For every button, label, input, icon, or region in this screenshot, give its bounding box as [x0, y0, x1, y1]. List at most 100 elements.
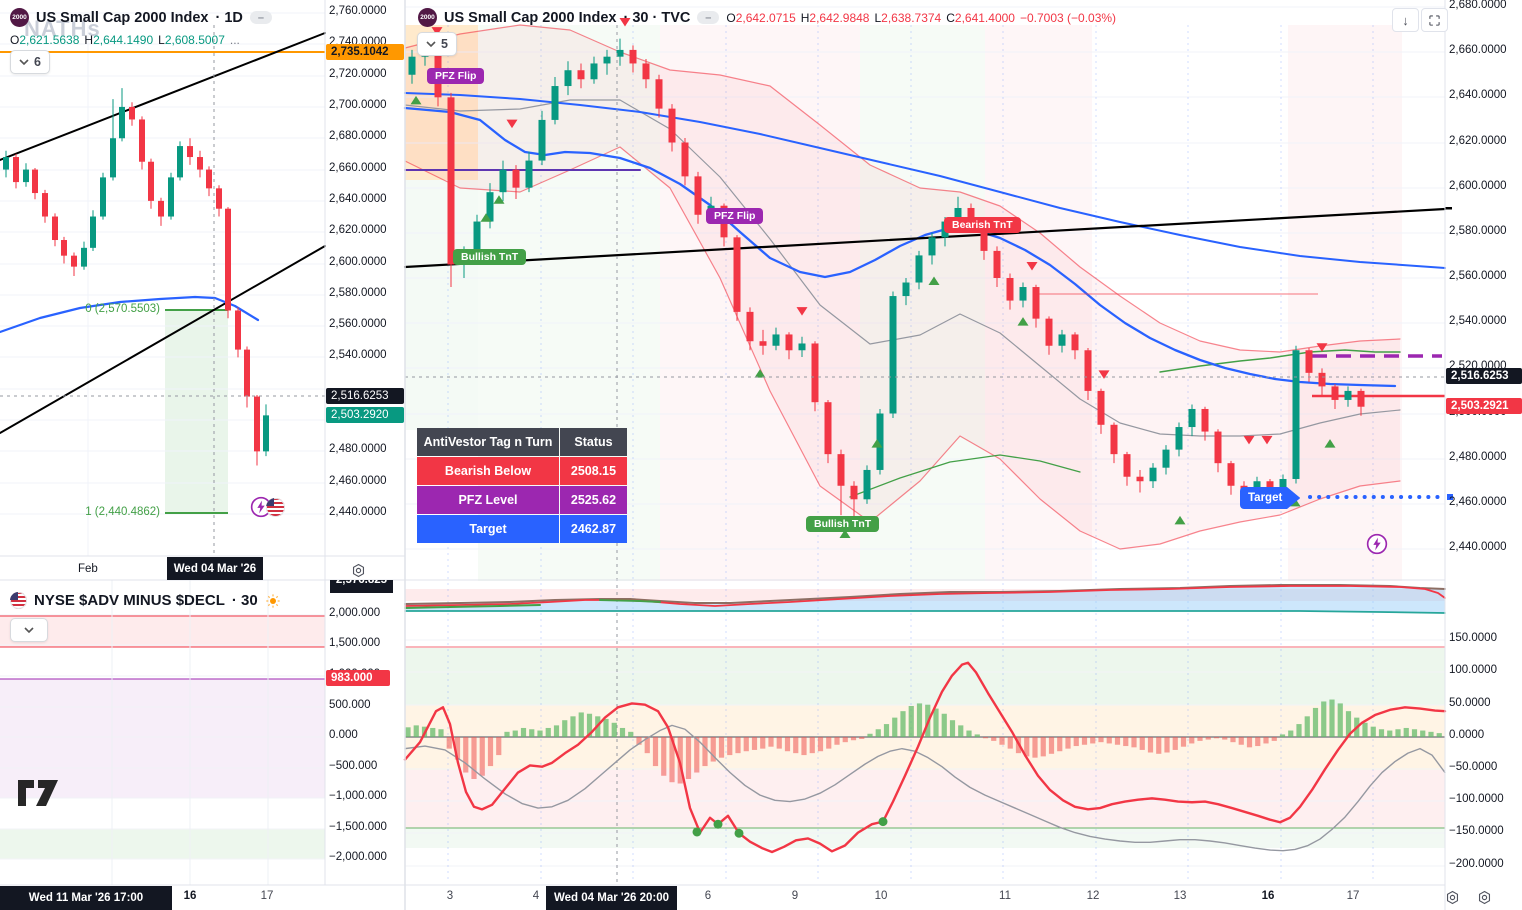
price-axis-label: 2,660.0000: [1449, 44, 1507, 56]
bullish-tnt-label: Bullish TnT: [453, 249, 527, 265]
price-axis-label: 2,560.0000: [1449, 270, 1507, 282]
price-axis-label: 2,640.0000: [1449, 89, 1507, 101]
time-axis-tick: 17: [1346, 890, 1360, 902]
ohlc-more[interactable]: ...: [229, 33, 240, 47]
table-row: Target 2462.87: [417, 515, 627, 543]
hide-indicator-icon[interactable]: –: [697, 11, 720, 24]
tradingview-logo[interactable]: [16, 776, 62, 815]
price-axis-label: 2,680.0000: [329, 130, 387, 142]
value-axis-label: 100.0000: [1449, 664, 1497, 676]
time-axis-tick: 6: [704, 890, 712, 902]
price-axis-label: 2,620.0000: [1449, 135, 1507, 147]
value-axis-label: −100.0000: [1449, 793, 1504, 805]
pfz-flip-label: PFZ Flip: [427, 68, 485, 84]
bl-indicator-dropdown[interactable]: [10, 618, 48, 642]
fullscreen-button[interactable]: [1421, 8, 1448, 32]
price-axis-label: 2,660.0000: [329, 162, 387, 174]
value-axis-label: −1,500.000: [329, 821, 387, 833]
price-axis-label: 2,560.0000: [329, 318, 387, 330]
bl-clipped-crosshair-tag: 2,576.825: [330, 580, 393, 593]
price-axis-label: 2,640.0000: [329, 193, 387, 205]
o-value: 2,621.5638: [19, 33, 80, 47]
value-axis-label: −500.000: [329, 760, 378, 772]
value-axis-label: 50.0000: [1449, 697, 1491, 709]
time-axis-tick: 16: [183, 890, 197, 902]
left-crosshair-date: Wed 04 Mar '26: [167, 557, 263, 580]
symbol-logo-icon: 2000: [418, 8, 437, 27]
price-axis-label: 2,720.0000: [329, 68, 387, 80]
fib-level-1-label: 1 (2,440.4862): [85, 506, 160, 518]
time-axis-tick: 12: [1086, 890, 1100, 902]
value-axis-label: 1,500.000: [329, 637, 381, 649]
bl-interval[interactable]: · 30: [231, 592, 258, 609]
time-axis-tick: 13: [1173, 890, 1187, 902]
left-symbol-title[interactable]: US Small Cap 2000 Index: [36, 9, 209, 26]
time-axis-tick: 17: [260, 890, 274, 902]
table-header-row: AntiVestor Tag n Turn Status: [417, 428, 627, 456]
l-value: 2,608.5007: [164, 33, 225, 47]
value-axis-label: 0.000: [329, 729, 358, 741]
main-crosshair-price-tag: 2,516.6253: [1446, 368, 1522, 384]
bl-symbol-title[interactable]: NYSE $ADV MINUS $DECL: [34, 592, 225, 609]
scale-settings-gear-icon[interactable]: [350, 562, 367, 579]
main-chart-header: 2000 US Small Cap 2000 Index · 30 · TVC …: [418, 8, 1116, 27]
left-crosshair-price-tag: 2,516.6253: [326, 388, 404, 404]
l-label: L: [158, 33, 165, 47]
h-value: 2,644.1490: [93, 33, 154, 47]
chevron-down-icon: [24, 626, 34, 633]
pfz-flip-label: PFZ Flip: [706, 208, 764, 224]
price-axis-label: 2,600.0000: [1449, 180, 1507, 192]
us-flag-icon[interactable]: [266, 498, 285, 517]
main-symbol-title[interactable]: US Small Cap 2000 Index: [444, 9, 617, 26]
price-axis-label: 2,540.0000: [329, 349, 387, 361]
price-axis-label: 2,480.0000: [1449, 451, 1507, 463]
left-chart-header: 2000 US Small Cap 2000 Index · 1D –: [10, 8, 272, 27]
left-dropdown-count: 6: [34, 55, 41, 69]
time-axis-gear-icon[interactable]: [1444, 889, 1461, 906]
table-row: PFZ Level 2525.62: [417, 486, 627, 514]
partly-sunny-icon: [266, 593, 280, 608]
scale-settings-gear-icon[interactable]: [1476, 889, 1493, 906]
time-axis-tick: 10: [874, 890, 888, 902]
bearish-tnt-label: Bearish TnT: [944, 217, 1021, 233]
screen-watermark: NATHs: [24, 16, 101, 41]
fib-level-0-label: 0 (2,570.5503): [85, 303, 160, 315]
hide-indicator-icon[interactable]: –: [249, 11, 272, 24]
us-flag-icon: [10, 592, 27, 609]
bl-last-value-tag: 983.000: [326, 670, 390, 686]
price-axis-label: 2,440.0000: [329, 506, 387, 518]
fullscreen-icon: [1429, 14, 1440, 26]
o-label: O: [10, 33, 20, 47]
download-button[interactable]: ↓: [1392, 8, 1419, 32]
lightning-icon[interactable]: [1366, 533, 1388, 555]
value-axis-label: −2,000.000: [329, 851, 387, 863]
value-axis-label: −200.0000: [1449, 858, 1504, 870]
price-axis-label: 2,620.0000: [329, 224, 387, 236]
symbol-logo-icon: 2000: [10, 8, 29, 27]
left-indicator-dropdown[interactable]: 6: [10, 50, 50, 74]
main-indicator-dropdown[interactable]: 5: [417, 32, 457, 56]
price-axis-label: 2,440.0000: [1449, 541, 1507, 553]
price-axis-label: 2,460.0000: [329, 475, 387, 487]
table-header-name: AntiVestor Tag n Turn: [417, 428, 559, 456]
price-axis-label: 2,580.0000: [329, 287, 387, 299]
table-header-status: Status: [560, 428, 627, 456]
price-axis-label: 2,600.0000: [329, 256, 387, 268]
table-row: Bearish Below 2508.15: [417, 457, 627, 485]
month-tick: Feb: [78, 563, 98, 575]
left-interval[interactable]: · 1D: [215, 9, 243, 26]
price-axis-label: 2,540.0000: [1449, 315, 1507, 327]
chevron-down-icon: [426, 40, 436, 47]
price-axis-label: 2,480.0000: [329, 443, 387, 455]
time-axis-tick: 16: [1261, 890, 1275, 902]
target-label: Target: [1240, 487, 1301, 509]
main-crosshair-date: Wed 04 Mar '26 20:00: [546, 886, 677, 910]
value-axis-label: −150.0000: [1449, 825, 1504, 837]
chevron-down-icon: [19, 58, 29, 65]
main-interval[interactable]: · 30 · TVC: [623, 9, 691, 26]
value-axis-label: 150.0000: [1449, 632, 1497, 644]
bl-chart-header: NYSE $ADV MINUS $DECL · 30: [10, 592, 281, 609]
bl-crosshair-date: Wed 11 Mar '26 17:00: [0, 886, 172, 910]
main-dropdown-count: 5: [441, 37, 448, 51]
